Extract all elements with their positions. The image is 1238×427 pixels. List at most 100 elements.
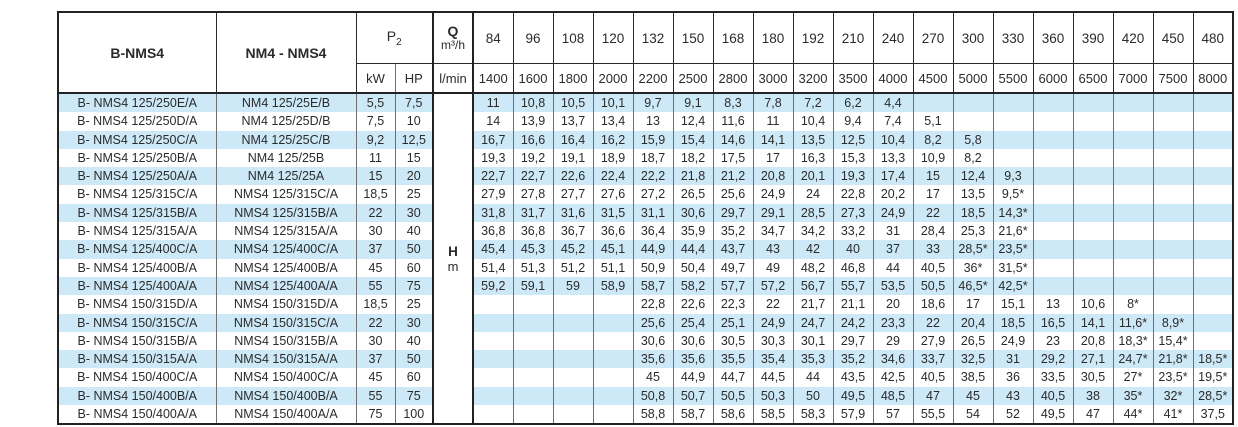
flow-m3h-header-cell: 108 xyxy=(552,11,594,64)
head-value-cell: 18,3* xyxy=(1112,331,1154,351)
head-value-cell: 45 xyxy=(632,368,674,387)
model-b-cell: NMS4 125/315A/A xyxy=(215,222,357,241)
head-value-cell: 29,1 xyxy=(752,203,794,223)
head-value-cell xyxy=(472,405,514,425)
head-value-cell: 8,9* xyxy=(1152,313,1194,332)
head-value-cell: 36 xyxy=(992,368,1034,387)
head-value-cell: 58,6 xyxy=(712,405,754,425)
head-value-cell xyxy=(1112,276,1154,296)
head-value-cell: 19,5* xyxy=(1192,368,1234,387)
model-b-cell: NMS4 150/400B/A xyxy=(215,386,357,406)
head-value-cell: 12,4 xyxy=(672,112,714,131)
p2-subscript: 2 xyxy=(396,36,402,48)
pump-datasheet: B-NMS4 NM4 - NMS4 P2 Q m³/h 84 96 108 120 13… xyxy=(57,11,1234,426)
model-a-cell: B- NMS4 125/250B/A xyxy=(57,148,217,168)
head-value-cell: 9,7 xyxy=(632,93,674,113)
head-value-cell: 47 xyxy=(1072,405,1114,425)
head-value-cell: 57,2 xyxy=(752,276,794,296)
head-value-cell xyxy=(1032,148,1074,168)
head-value-cell: 50,9 xyxy=(632,258,674,277)
head-value-cell: 36,6 xyxy=(592,222,634,241)
flow-m3h-header-cell: 192 xyxy=(792,11,834,64)
model-b-cell: NMS4 150/315B/A xyxy=(215,331,357,351)
head-value-cell: 53,5 xyxy=(872,276,914,296)
head-value-cell xyxy=(552,368,594,387)
kw-cell: 15 xyxy=(355,167,396,186)
head-value-cell: 27,3 xyxy=(832,203,874,223)
table-row: B- NMS4 125/400C/A NMS4 125/400C/A 37 50 45,… xyxy=(57,240,1234,259)
head-value-cell: 17,4 xyxy=(872,167,914,186)
hp-cell: 12,5 xyxy=(394,130,434,149)
head-value-cell xyxy=(472,368,514,387)
head-value-cell: 27,2 xyxy=(632,185,674,204)
head-value-cell xyxy=(1072,258,1114,277)
head-value-cell: 21,8* xyxy=(1152,350,1194,369)
head-value-cell: 43,5 xyxy=(832,368,874,387)
hp-cell: 7,5 xyxy=(394,93,434,113)
head-value-cell: 18,5 xyxy=(952,203,994,223)
flow-m3h-header-cell: 420 xyxy=(1112,11,1154,64)
flow-lmin-header-cell: 2500 xyxy=(672,63,714,94)
head-value-cell: 22,4 xyxy=(592,167,634,186)
head-value-cell: 34,2 xyxy=(792,222,834,241)
head-value-cell xyxy=(1112,112,1154,131)
head-value-cell: 58,9 xyxy=(592,276,634,296)
head-value-cell xyxy=(552,313,594,332)
model-b-cell: NMS4 150/400A/A xyxy=(215,405,357,425)
head-value-cell: 20,4 xyxy=(952,313,994,332)
head-value-cell: 18,2 xyxy=(672,148,714,168)
head-value-cell: 18,7 xyxy=(632,148,674,168)
head-value-cell xyxy=(1032,93,1074,113)
header-row-flow-lmin: kW HP l/min 1400 1600 1800 2000 2200 2500 2800… xyxy=(58,63,1234,94)
head-value-cell: 54 xyxy=(952,405,994,425)
model-b-cell: NM4 125/25E/B xyxy=(215,93,357,113)
head-value-cell: 28,4 xyxy=(912,222,954,241)
head-value-cell xyxy=(1192,185,1234,204)
flow-lmin-header-cell: 4500 xyxy=(912,63,954,94)
head-value-cell xyxy=(1032,167,1074,186)
head-value-cell: 16,7 xyxy=(472,130,514,149)
head-value-cell: 15 xyxy=(912,167,954,186)
kw-cell: 45 xyxy=(355,258,396,277)
head-value-cell: 43 xyxy=(752,240,794,259)
hp-cell: 50 xyxy=(394,350,434,369)
head-value-cell: 17 xyxy=(952,295,994,314)
head-value-cell: 30,5 xyxy=(712,331,754,351)
model-b-cell: NMS4 125/400C/A xyxy=(215,240,357,259)
model-a-cell: B- NMS4 125/400C/A xyxy=(57,240,217,259)
model-a-cell: B- NMS4 150/400B/A xyxy=(57,386,217,406)
head-value-cell xyxy=(472,386,514,406)
q-unit-m3h: m³/h xyxy=(441,38,465,52)
head-value-cell: 58,2 xyxy=(672,276,714,296)
head-value-cell: 42 xyxy=(792,240,834,259)
hp-cell: 40 xyxy=(394,222,434,241)
head-value-cell: 47 xyxy=(912,386,954,406)
head-value-cell: 27* xyxy=(1112,368,1154,387)
head-value-cell xyxy=(1152,258,1194,277)
head-value-cell: 5,8 xyxy=(952,130,994,149)
head-value-cell: 15,1 xyxy=(992,295,1034,314)
head-value-cell: 21,6* xyxy=(992,222,1034,241)
flow-lmin-header-cell: 1600 xyxy=(512,63,554,94)
h-unit: m xyxy=(447,258,459,274)
head-value-cell: 24,9 xyxy=(992,331,1034,351)
head-value-cell: 25,3 xyxy=(952,222,994,241)
flow-lmin-header-cell: 5000 xyxy=(952,63,994,94)
head-value-cell: 10,4 xyxy=(872,130,914,149)
model-a-cell: B- NMS4 125/250D/A xyxy=(57,112,217,131)
head-value-cell: 35,2 xyxy=(712,222,754,241)
head-value-cell: 34,6 xyxy=(872,350,914,369)
hp-cell: 100 xyxy=(394,405,434,425)
table-row: B- NMS4 125/250C/A NM4 125/25C/B 9,2 12,5 16… xyxy=(57,130,1234,149)
flow-lmin-header-cell: 5500 xyxy=(992,63,1034,94)
flow-m3h-header-cell: 96 xyxy=(512,11,554,64)
head-value-cell: 23,3 xyxy=(872,313,914,332)
head-value-cell: 14,6 xyxy=(712,130,754,149)
head-value-cell: 22 xyxy=(912,313,954,332)
hp-cell: 75 xyxy=(394,386,434,406)
head-value-cell: 22 xyxy=(752,295,794,314)
head-value-cell xyxy=(1032,130,1074,149)
head-value-cell: 43 xyxy=(992,386,1034,406)
head-value-cell: 59,1 xyxy=(512,276,554,296)
model-a-cell: B- NMS4 125/250A/A xyxy=(57,167,217,186)
